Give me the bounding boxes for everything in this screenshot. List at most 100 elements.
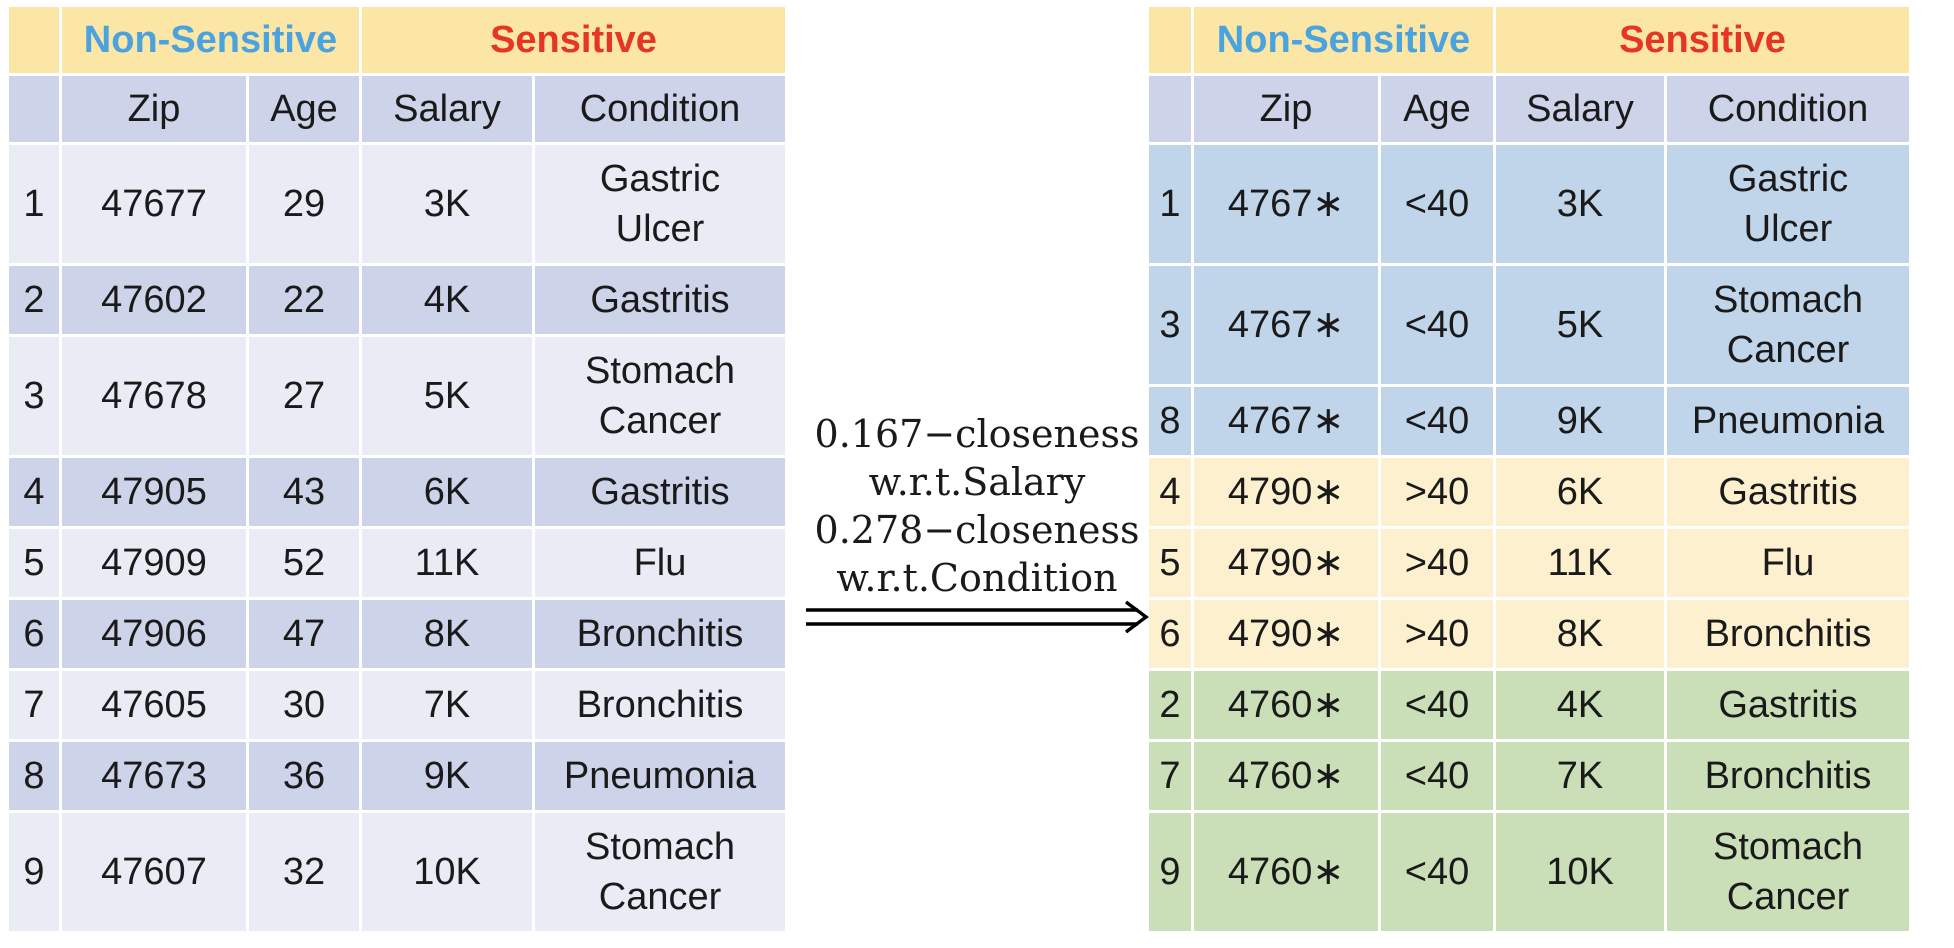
table-row: 5 4790∗ >40 11K Flu [1149, 529, 1909, 597]
condition-cell: Stomach Cancer [535, 813, 785, 931]
condition-cell: Stomach Cancer [535, 337, 785, 455]
zip-cell: 4790∗ [1194, 529, 1378, 597]
non-sensitive-header: Non-Sensitive [62, 7, 359, 73]
condition-line: Stomach [585, 350, 735, 392]
zip-cell: 4790∗ [1194, 600, 1378, 668]
condition-cell: Bronchitis [1667, 600, 1909, 668]
zip-cell: 4760∗ [1194, 742, 1378, 810]
salary-closeness-attribute: w.r.t.Salary [868, 460, 1086, 504]
table-row: 4 47905 43 6K Gastritis [9, 458, 785, 526]
age-cell: <40 [1381, 266, 1493, 384]
age-cell: <40 [1381, 742, 1493, 810]
double-arrow-icon [806, 600, 1149, 634]
salary-cell: 9K [1496, 387, 1664, 455]
zip-cell: 47607 [62, 813, 246, 931]
condition-cell: Bronchitis [535, 600, 785, 668]
row-id: 3 [1149, 266, 1191, 384]
group-header-row: Non-Sensitive Sensitive [9, 7, 785, 73]
table-row: 7 4760∗ <40 7K Bronchitis [1149, 742, 1909, 810]
salary-cell: 7K [1496, 742, 1664, 810]
row-id: 3 [9, 337, 59, 455]
salary-cell: 6K [1496, 458, 1664, 526]
row-id: 5 [9, 529, 59, 597]
condition-closeness-value: 0.278−closeness [814, 508, 1140, 552]
zip-cell: 47905 [62, 458, 246, 526]
age-cell: 22 [249, 266, 359, 334]
age-cell: <40 [1381, 145, 1493, 263]
condition-cell: Gastritis [1667, 671, 1909, 739]
age-cell: 27 [249, 337, 359, 455]
age-cell: 36 [249, 742, 359, 810]
salary-cell: 9K [362, 742, 532, 810]
salary-cell: 5K [1496, 266, 1664, 384]
table-row: 2 4760∗ <40 4K Gastritis [1149, 671, 1909, 739]
condition-cell: Pneumonia [535, 742, 785, 810]
salary-cell: 8K [362, 600, 532, 668]
header-corner [1149, 7, 1191, 73]
age-cell: 29 [249, 145, 359, 263]
sensitive-header: Sensitive [362, 7, 785, 73]
condition-cell: Flu [1667, 529, 1909, 597]
condition-cell: Gastric Ulcer [1667, 145, 1909, 263]
condition-cell: Gastritis [1667, 458, 1909, 526]
column-header-id [9, 76, 59, 142]
age-cell: <40 [1381, 671, 1493, 739]
condition-line: Cancer [598, 876, 722, 918]
condition-line: Stomach [1713, 279, 1863, 321]
table-row: 2 47602 22 4K Gastritis [9, 266, 785, 334]
row-id: 5 [1149, 529, 1191, 597]
zip-cell: 47909 [62, 529, 246, 597]
zip-cell: 47677 [62, 145, 246, 263]
table-row: 8 47673 36 9K Pneumonia [9, 742, 785, 810]
table-row: 3 4767∗ <40 5K Stomach Cancer [1149, 266, 1909, 384]
row-id: 6 [1149, 600, 1191, 668]
table-row: 1 47677 29 3K Gastric Ulcer [9, 145, 785, 263]
row-id: 4 [9, 458, 59, 526]
salary-cell: 5K [362, 337, 532, 455]
column-header-row: Zip Age Salary Condition [9, 76, 785, 142]
non-sensitive-header: Non-Sensitive [1194, 7, 1493, 73]
column-header-zip: Zip [62, 76, 246, 142]
condition-line: Gastric [599, 158, 721, 200]
zip-cell: 47673 [62, 742, 246, 810]
table-row: 7 47605 30 7K Bronchitis [9, 671, 785, 739]
row-id: 9 [1149, 813, 1191, 931]
column-header-condition: Condition [535, 76, 785, 142]
salary-cell: 10K [362, 813, 532, 931]
row-id: 4 [1149, 458, 1191, 526]
salary-cell: 6K [362, 458, 532, 526]
row-id: 2 [9, 266, 59, 334]
salary-cell: 8K [1496, 600, 1664, 668]
age-cell: 43 [249, 458, 359, 526]
table-row: 4 4790∗ >40 6K Gastritis [1149, 458, 1909, 526]
table-row: 6 4790∗ >40 8K Bronchitis [1149, 600, 1909, 668]
age-cell: >40 [1381, 529, 1493, 597]
condition-line: Cancer [1726, 329, 1850, 371]
zip-cell: 4760∗ [1194, 813, 1378, 931]
row-id: 7 [9, 671, 59, 739]
column-header-zip: Zip [1194, 76, 1378, 142]
table-row: 5 47909 52 11K Flu [9, 529, 785, 597]
salary-cell: 3K [1496, 145, 1664, 263]
salary-cell: 4K [1496, 671, 1664, 739]
table-row: 1 4767∗ <40 3K Gastric Ulcer [1149, 145, 1909, 263]
condition-line: Cancer [1726, 876, 1850, 918]
zip-cell: 4767∗ [1194, 387, 1378, 455]
condition-cell: Bronchitis [535, 671, 785, 739]
sensitive-header: Sensitive [1496, 7, 1909, 73]
table-row: 9 4760∗ <40 10K Stomach Cancer [1149, 813, 1909, 931]
age-cell: <40 [1381, 387, 1493, 455]
row-id: 2 [1149, 671, 1191, 739]
age-cell: <40 [1381, 813, 1493, 931]
zip-cell: 47678 [62, 337, 246, 455]
zip-cell: 4760∗ [1194, 671, 1378, 739]
condition-cell: Gastritis [535, 266, 785, 334]
condition-line: Stomach [585, 826, 735, 868]
row-id: 9 [9, 813, 59, 931]
condition-line: Gastric [1727, 158, 1849, 200]
condition-line: Cancer [598, 400, 722, 442]
salary-cell: 11K [362, 529, 532, 597]
zip-cell: 4767∗ [1194, 145, 1378, 263]
salary-closeness-value: 0.167−closeness [814, 412, 1140, 456]
table-row: 3 47678 27 5K Stomach Cancer [9, 337, 785, 455]
